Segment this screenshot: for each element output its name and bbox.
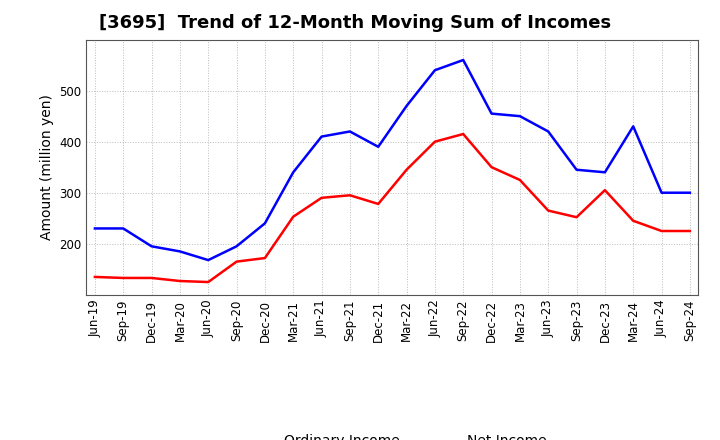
Net Income: [685, 228, 694, 234]
Net Income: [544, 208, 552, 213]
Ordinary Income: [402, 103, 411, 109]
Ordinary Income: [289, 170, 297, 175]
Ordinary Income: [119, 226, 127, 231]
Line: Ordinary Income: Ordinary Income: [95, 60, 690, 260]
Net Income: [600, 187, 609, 193]
Ordinary Income: [544, 129, 552, 134]
Ordinary Income: [176, 249, 184, 254]
Net Income: [374, 202, 382, 207]
Net Income: [148, 275, 156, 281]
Ordinary Income: [487, 111, 496, 116]
Ordinary Income: [629, 124, 637, 129]
Net Income: [402, 167, 411, 172]
Net Income: [204, 279, 212, 285]
Legend: Ordinary Income, Net Income: Ordinary Income, Net Income: [238, 434, 546, 440]
Net Income: [261, 255, 269, 260]
Net Income: [629, 218, 637, 224]
Net Income: [487, 165, 496, 170]
Ordinary Income: [516, 114, 524, 119]
Net Income: [431, 139, 439, 144]
Ordinary Income: [91, 226, 99, 231]
Ordinary Income: [431, 68, 439, 73]
Net Income: [516, 177, 524, 183]
Ordinary Income: [318, 134, 326, 139]
Ordinary Income: [572, 167, 581, 172]
Ordinary Income: [346, 129, 354, 134]
Ordinary Income: [148, 244, 156, 249]
Net Income: [459, 132, 467, 137]
Ordinary Income: [600, 170, 609, 175]
Net Income: [289, 214, 297, 220]
Ordinary Income: [459, 57, 467, 62]
Ordinary Income: [374, 144, 382, 150]
Net Income: [176, 279, 184, 284]
Net Income: [572, 215, 581, 220]
Text: [3695]  Trend of 12-Month Moving Sum of Incomes: [3695] Trend of 12-Month Moving Sum of I…: [99, 15, 611, 33]
Ordinary Income: [685, 190, 694, 195]
Y-axis label: Amount (million yen): Amount (million yen): [40, 94, 54, 240]
Net Income: [233, 259, 241, 264]
Line: Net Income: Net Income: [95, 134, 690, 282]
Net Income: [657, 228, 666, 234]
Ordinary Income: [657, 190, 666, 195]
Ordinary Income: [261, 221, 269, 226]
Net Income: [119, 275, 127, 281]
Net Income: [346, 193, 354, 198]
Net Income: [318, 195, 326, 201]
Ordinary Income: [233, 244, 241, 249]
Ordinary Income: [204, 257, 212, 263]
Net Income: [91, 274, 99, 279]
